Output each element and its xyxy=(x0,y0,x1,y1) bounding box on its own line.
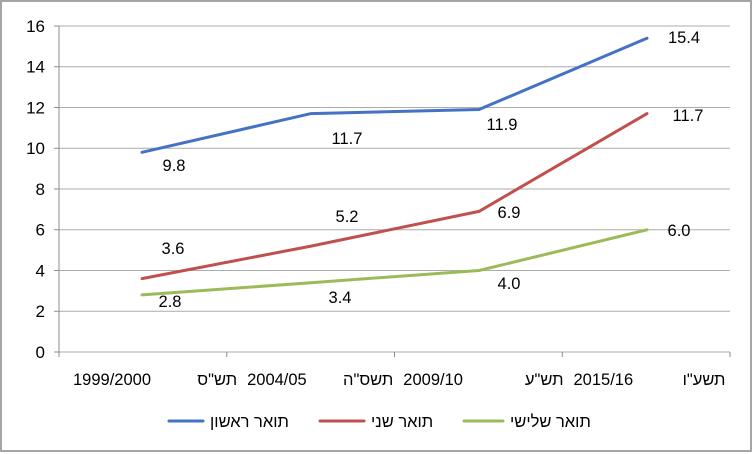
svg-text:תש"ס: תש"ס xyxy=(197,371,237,389)
svg-text:6: 6 xyxy=(36,221,45,240)
svg-text:0: 0 xyxy=(36,343,45,362)
svg-text:3.6: 3.6 xyxy=(162,240,185,258)
svg-text:4.0: 4.0 xyxy=(498,275,521,293)
svg-text:2015/16: 2015/16 xyxy=(574,371,634,389)
svg-text:2009/10: 2009/10 xyxy=(403,371,463,389)
svg-text:תשס"ה: תשס"ה xyxy=(343,371,393,389)
svg-text:12: 12 xyxy=(26,99,45,118)
svg-text:תואר ראשון: תואר ראשון xyxy=(210,413,289,431)
svg-text:14: 14 xyxy=(26,58,45,77)
svg-text:תואר שני: תואר שני xyxy=(371,413,433,431)
svg-text:1999/2000: 1999/2000 xyxy=(73,371,151,389)
svg-text:6.9: 6.9 xyxy=(498,204,521,222)
svg-text:תש"ע: תש"ע xyxy=(525,371,564,389)
svg-text:16: 16 xyxy=(26,17,45,36)
svg-text:10: 10 xyxy=(26,139,45,158)
svg-text:4: 4 xyxy=(36,262,45,281)
svg-text:2004/05: 2004/05 xyxy=(247,371,307,389)
svg-text:11.9: 11.9 xyxy=(487,116,518,134)
svg-text:15.4: 15.4 xyxy=(668,29,700,47)
svg-text:תואר שלישי: תואר שלישי xyxy=(510,413,591,431)
svg-text:2.8: 2.8 xyxy=(159,293,182,311)
svg-text:תשע"ו: תשע"ו xyxy=(683,371,726,389)
svg-text:11.7: 11.7 xyxy=(673,107,704,125)
svg-text:2: 2 xyxy=(36,302,45,321)
svg-text:5.2: 5.2 xyxy=(336,208,359,226)
svg-text:8: 8 xyxy=(36,180,45,199)
svg-text:9.8: 9.8 xyxy=(163,157,186,175)
svg-text:3.4: 3.4 xyxy=(329,289,352,307)
svg-text:6.0: 6.0 xyxy=(668,222,691,240)
svg-text:11.7: 11.7 xyxy=(332,130,363,148)
